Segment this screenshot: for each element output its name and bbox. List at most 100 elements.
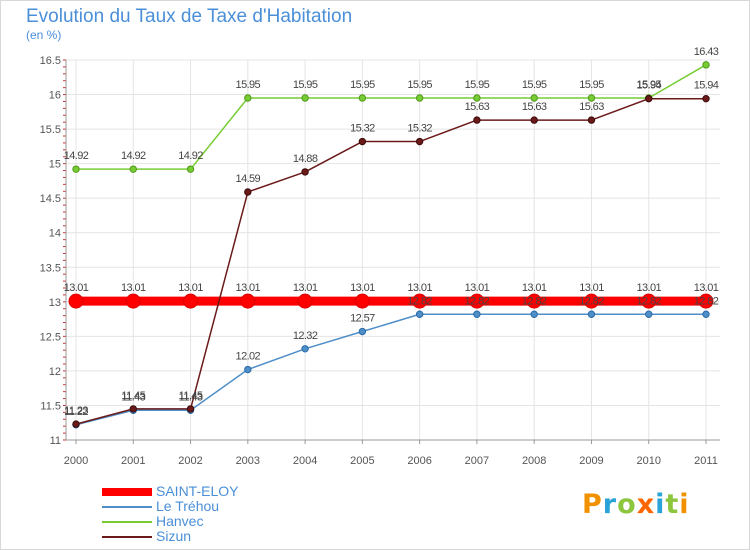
- data-point-hanvec: [301, 94, 309, 102]
- data-point-le-tr-hou: [358, 327, 367, 336]
- y-tick-label: 13.5: [40, 262, 61, 274]
- data-label-sizun: 11.45: [179, 390, 203, 402]
- data-point-sizun: [358, 137, 367, 146]
- data-point-sizun: [587, 116, 596, 124]
- data-label-sizun: 15.94: [636, 80, 661, 92]
- legend-item-hanvec: Hanvec: [102, 514, 238, 529]
- data-point-saint-eloy: [526, 293, 542, 309]
- data-point-le-tr-hou: [530, 310, 538, 318]
- data-label-saint-eloy: 13.01: [236, 282, 261, 294]
- x-tick-label: 2004: [293, 455, 317, 467]
- data-point-le-tr-hou: [415, 310, 424, 318]
- data-label-le-tr-hou: 11.22: [64, 406, 88, 418]
- data-label-hanvec: 15.95: [350, 79, 375, 91]
- y-tick-label: 11: [50, 435, 61, 447]
- data-point-saint-eloy: [412, 293, 428, 309]
- data-label-le-tr-hou: 11.43: [121, 391, 145, 403]
- data-label-sizun: 11.23: [64, 405, 88, 417]
- x-tick-label: 2007: [465, 455, 489, 467]
- x-tick-label: 2001: [121, 455, 145, 467]
- data-point-hanvec: [530, 94, 538, 102]
- data-label-le-tr-hou: 12.82: [465, 295, 490, 307]
- data-label-sizun: 15.32: [407, 123, 432, 135]
- legend-label-saint-eloy: SAINT-ELOY: [156, 483, 239, 499]
- data-point-saint-eloy: [240, 293, 256, 309]
- x-tick-label: 2005: [350, 455, 374, 467]
- legend-item-saint-eloy: SAINT-ELOY: [102, 484, 238, 499]
- data-label-sizun: 15.94: [694, 80, 719, 92]
- data-point-sizun: [530, 116, 538, 124]
- data-label-sizun: 15.63: [522, 101, 547, 113]
- data-point-sizun: [244, 188, 252, 196]
- chart-legend: SAINT-ELOY Le Tréhou Hanvec Sizun: [102, 484, 238, 544]
- data-label-hanvec: 15.95: [293, 79, 318, 91]
- y-tick-label: 15: [49, 159, 61, 171]
- data-label-sizun: 15.63: [579, 101, 604, 113]
- data-point-hanvec: [702, 61, 710, 69]
- data-label-sizun: 15.63: [465, 101, 490, 113]
- y-tick-label: 13: [49, 297, 61, 309]
- data-label-saint-eloy: 13.01: [64, 282, 89, 294]
- legend-label-hanvec: Hanvec: [156, 513, 204, 529]
- x-tick-label: 2003: [236, 455, 260, 467]
- y-tick-label: 11.5: [40, 400, 61, 412]
- legend-label-le-trehou: Le Tréhou: [156, 498, 220, 514]
- data-label-hanvec: 16.43: [694, 46, 719, 58]
- data-point-saint-eloy: [68, 293, 84, 309]
- x-tick-label: 2000: [64, 455, 88, 467]
- data-label-le-tr-hou: 12.82: [694, 295, 719, 307]
- data-label-saint-eloy: 13.01: [694, 282, 719, 294]
- data-point-saint-eloy: [354, 293, 370, 309]
- data-point-sizun: [473, 116, 481, 124]
- data-point-sizun: [415, 137, 424, 146]
- data-label-hanvec: 15.95: [465, 79, 490, 91]
- data-point-sizun: [129, 405, 137, 413]
- x-tick-label: 2010: [636, 455, 660, 467]
- data-point-hanvec: [129, 165, 137, 173]
- data-point-hanvec: [473, 94, 481, 102]
- data-label-le-tr-hou: 12.82: [579, 295, 604, 307]
- data-label-hanvec: 14.92: [121, 150, 146, 162]
- data-point-hanvec: [244, 94, 252, 102]
- data-point-hanvec: [587, 94, 596, 102]
- legend-swatch-saint-eloy: [102, 487, 152, 496]
- data-label-saint-eloy: 13.01: [293, 282, 318, 294]
- data-label-le-tr-hou: 12.02: [236, 351, 261, 363]
- data-label-saint-eloy: 13.01: [465, 282, 490, 294]
- data-point-saint-eloy: [183, 293, 199, 309]
- data-label-le-tr-hou: 12.82: [407, 295, 432, 307]
- data-point-sizun: [645, 94, 653, 103]
- data-label-sizun: 15.32: [350, 123, 375, 135]
- data-label-sizun: 14.59: [236, 173, 261, 185]
- data-label-hanvec: 14.92: [64, 150, 89, 162]
- chart-subtitle: (en %): [26, 28, 62, 42]
- y-tick-label: 12.5: [40, 331, 61, 343]
- data-label-le-tr-hou: 12.57: [350, 313, 375, 325]
- data-point-hanvec: [72, 165, 80, 173]
- series-line-hanvec: [76, 64, 707, 170]
- data-label-saint-eloy: 13.01: [350, 282, 375, 294]
- chart-title: Evolution du Taux de Taxe d'Habitation: [26, 6, 353, 27]
- plot-area: [66, 60, 720, 440]
- data-point-saint-eloy: [469, 293, 485, 309]
- data-point-sizun: [301, 168, 309, 176]
- legend-swatch-le-trehou: [102, 505, 152, 508]
- data-label-hanvec: 15.95: [236, 79, 261, 91]
- x-tick-label: 2002: [178, 455, 202, 467]
- legend-label-sizun: Sizun: [156, 528, 192, 544]
- y-tick-label: 12: [49, 366, 61, 378]
- data-label-hanvec: 14.92: [178, 150, 203, 162]
- x-tick-label: 2011: [694, 455, 718, 467]
- data-point-le-tr-hou: [473, 310, 481, 318]
- data-point-le-tr-hou: [702, 310, 710, 318]
- data-label-le-tr-hou: 12.82: [522, 295, 547, 307]
- x-tick-label: 2006: [407, 455, 431, 467]
- data-label-saint-eloy: 13.01: [522, 282, 547, 294]
- logo-letter: x: [636, 489, 656, 520]
- logo-letter: t: [665, 489, 680, 520]
- y-tick-label: 16: [49, 90, 61, 102]
- data-label-saint-eloy: 13.01: [121, 282, 146, 294]
- proxiti-logo: Proxiti: [582, 489, 690, 520]
- logo-letter: i: [655, 489, 666, 520]
- data-label-sizun: 14.88: [293, 153, 318, 165]
